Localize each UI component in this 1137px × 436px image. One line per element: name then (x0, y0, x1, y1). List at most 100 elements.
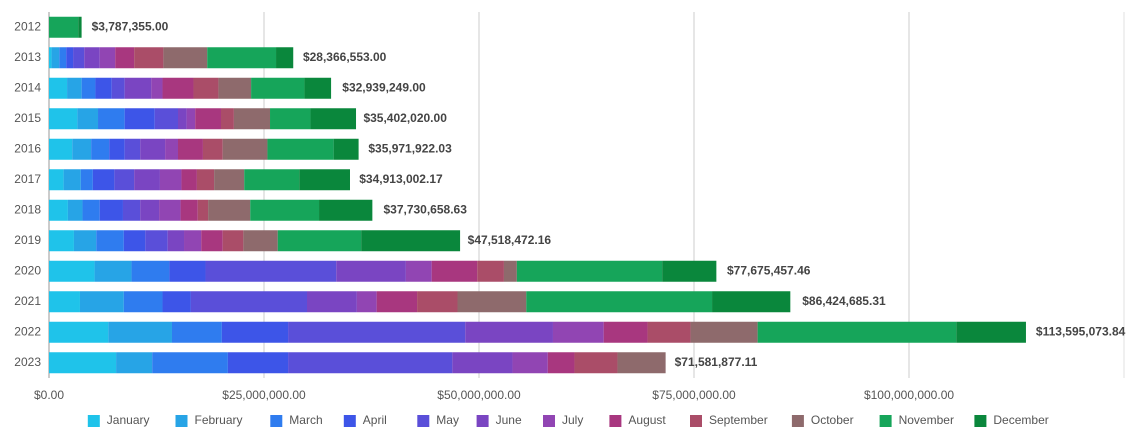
y-tick-label: 2012 (14, 19, 41, 33)
y-tick-label: 2020 (14, 263, 41, 277)
total-label: $37,730,658.63 (383, 202, 467, 216)
legend-swatch (343, 415, 356, 427)
legend-swatch (175, 415, 188, 427)
bar-segment (319, 199, 373, 221)
bar-segment (307, 291, 357, 313)
legend-label: December (993, 413, 1048, 427)
y-tick-label: 2015 (14, 111, 41, 125)
bar-segment (162, 77, 194, 99)
bar-segment (250, 199, 320, 221)
y-tick-label: 2021 (14, 294, 41, 308)
bar-segment (202, 138, 223, 160)
legend-swatch (476, 415, 489, 427)
bar-segment (78, 16, 82, 38)
bar-segment (214, 169, 245, 191)
legend-label: July (562, 413, 583, 427)
bar-segment (233, 108, 271, 130)
bar-segment (63, 169, 81, 191)
bar-segment (79, 291, 124, 313)
bar-segment (244, 169, 300, 191)
legend-label: May (436, 413, 459, 427)
bar-segment (49, 16, 79, 38)
bar-segment (465, 321, 553, 343)
bar-segment (67, 77, 82, 99)
bar-segment (131, 260, 170, 282)
bar-segment (167, 230, 185, 252)
bar-segment (171, 321, 222, 343)
bar-segment (617, 352, 666, 374)
bar-segment (49, 138, 73, 160)
bar-segment (124, 77, 152, 99)
bar-segment (145, 230, 168, 252)
bar-segment (431, 260, 478, 282)
bar-segment (178, 138, 203, 160)
bar-segment (277, 230, 362, 252)
y-tick-label: 2017 (14, 172, 41, 186)
bar-segment (123, 230, 146, 252)
bar-segment (503, 260, 517, 282)
bar-segment (376, 291, 418, 313)
bar-segment (77, 108, 99, 130)
bar-segment (547, 352, 575, 374)
y-tick-label: 2022 (14, 324, 41, 338)
legend-swatch (690, 415, 702, 427)
bar-segment (111, 77, 125, 99)
legend-swatch (974, 415, 987, 427)
bar-segment (49, 291, 80, 313)
bar-segment (197, 199, 209, 221)
bar-segment (163, 47, 208, 69)
bar-segment (49, 108, 78, 130)
bar-segment (190, 291, 307, 313)
bar-segment (122, 199, 141, 221)
legend-swatch (417, 415, 430, 427)
bar-segment (115, 47, 135, 69)
bar-segment (276, 47, 294, 69)
bar-segment (361, 230, 461, 252)
total-label: $34,913,002.17 (359, 172, 443, 186)
bar-segment (221, 321, 289, 343)
bar-segment (304, 77, 332, 99)
bar-segment (288, 321, 466, 343)
bar-segment (712, 291, 791, 313)
x-tick-label: $100,000,000.00 (864, 388, 954, 402)
bar-segment (72, 138, 92, 160)
legend-label: March (289, 413, 322, 427)
legend-label: October (811, 413, 854, 427)
bar-segment (477, 260, 504, 282)
legend-swatch (879, 415, 892, 427)
bar-segment (95, 77, 112, 99)
x-tick-label: $75,000,000.00 (652, 388, 736, 402)
bar-segment (457, 291, 527, 313)
bar-segment (49, 199, 68, 221)
total-label: $86,424,685.31 (802, 294, 886, 308)
bar-segment (180, 199, 198, 221)
bar-segment (134, 47, 164, 69)
bar-segment (140, 138, 166, 160)
bar-segment (193, 77, 219, 99)
bar-segment (84, 47, 100, 69)
legend-swatch (270, 415, 283, 427)
bar-segment (552, 321, 604, 343)
total-label: $3,787,355.00 (92, 19, 169, 33)
bar-segment (162, 291, 191, 313)
bar-segment (690, 321, 758, 343)
bar-segment (452, 352, 513, 374)
bar-segment (333, 138, 359, 160)
bar-segment (310, 108, 357, 130)
bar-segment (647, 321, 691, 343)
bar-segment (49, 321, 109, 343)
bar-segment (516, 260, 663, 282)
bar-segment (91, 138, 110, 160)
bar-segment (956, 321, 1026, 343)
total-label: $77,675,457.46 (727, 263, 811, 277)
bar-segment (159, 169, 182, 191)
bar-segment (574, 352, 618, 374)
bar-segment (114, 169, 135, 191)
bar-segment (417, 291, 458, 313)
bar-segment (116, 352, 153, 374)
bar-segment (67, 199, 83, 221)
bar-segment (201, 230, 223, 252)
bar-segment (267, 138, 334, 160)
bar-segment (49, 352, 117, 374)
bar-segment (181, 169, 197, 191)
